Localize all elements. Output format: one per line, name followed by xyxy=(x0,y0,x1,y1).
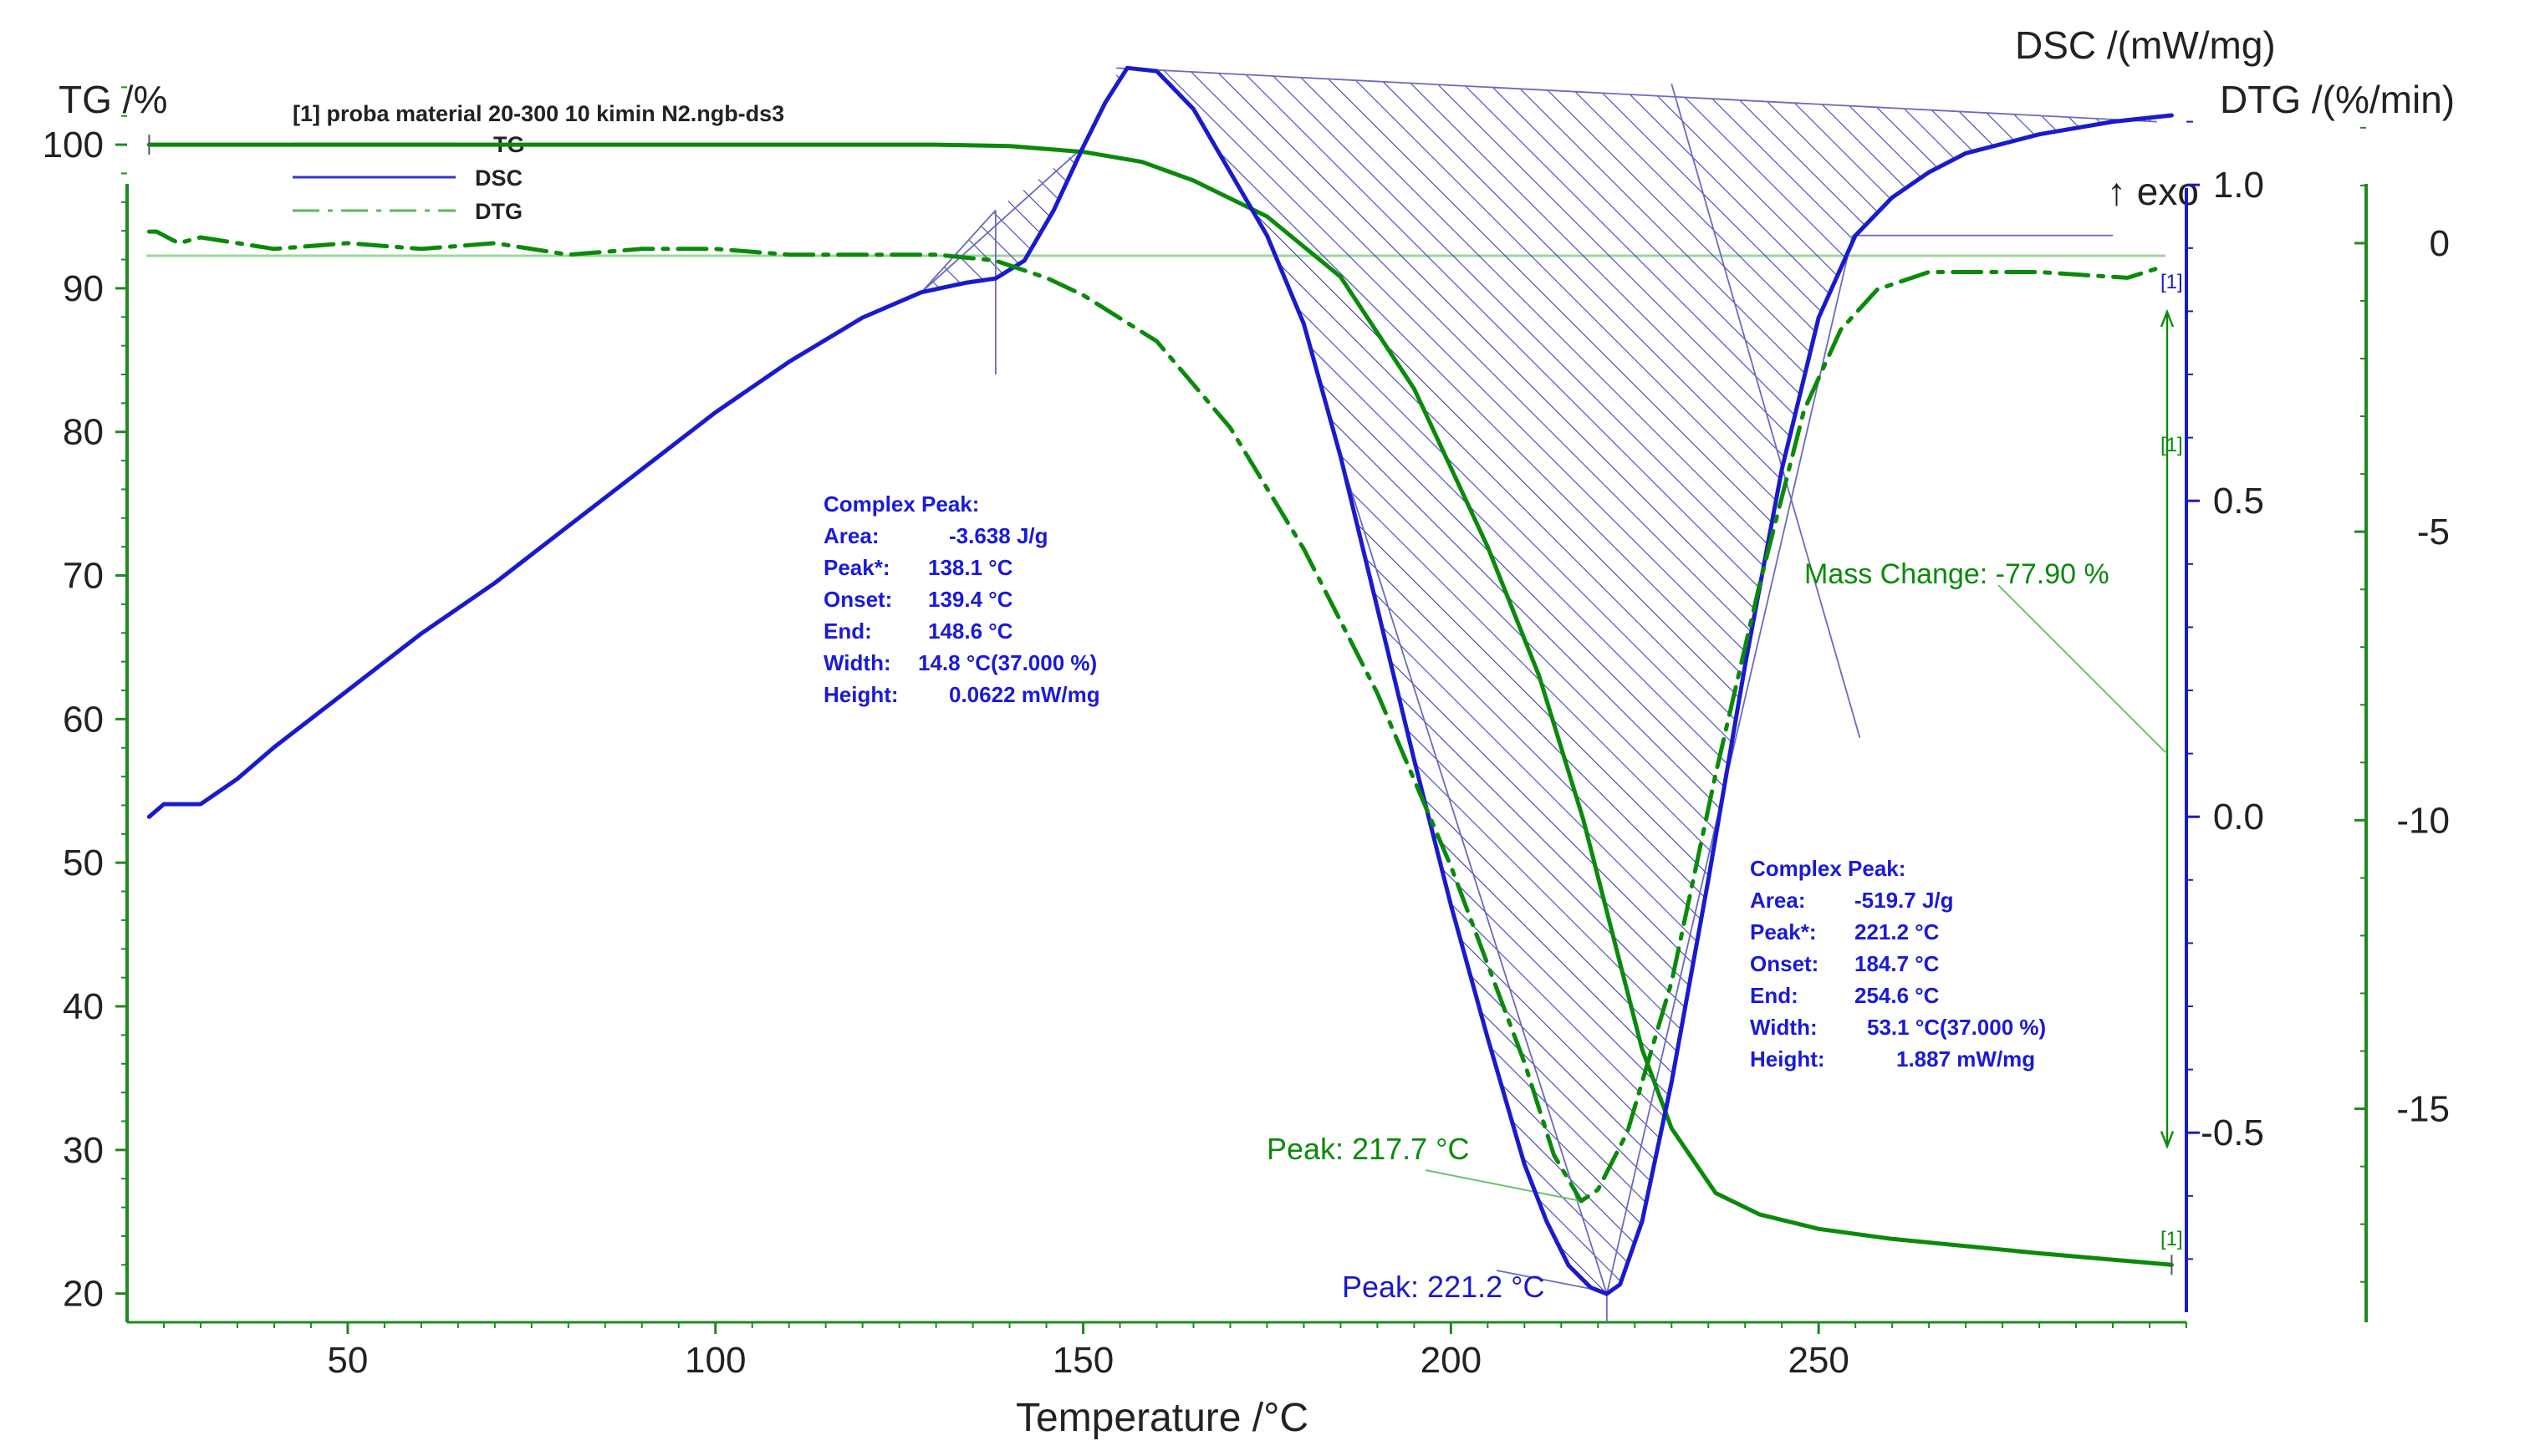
dsc-tick-label: 0.0 xyxy=(2213,797,2264,837)
tg-tick-label: 100 xyxy=(43,125,104,165)
peak2-end-label: End: xyxy=(1750,983,1798,1008)
peak1-peak-label: Peak*: xyxy=(824,555,890,580)
x-axis-title: Temperature /°C xyxy=(1016,1396,1308,1440)
peak1-title: Complex Peak: xyxy=(824,491,979,517)
dtg-peak-leader xyxy=(1425,1169,1582,1202)
peak2-onset-value: 184.7 °C xyxy=(1854,951,1940,976)
dsc-axis-title: DSC /(mW/mg) xyxy=(2015,23,2276,67)
peak1-end-label: End: xyxy=(824,619,872,644)
peak2-area-value: -519.7 J/g xyxy=(1854,888,1954,913)
dsc-peak-hatch xyxy=(1116,68,2157,1294)
mass-change-arrowhead xyxy=(2160,1131,2175,1149)
curve-marker-label: [1] xyxy=(2160,1228,2183,1250)
peak1-baseline xyxy=(921,146,1084,293)
legend: [1] proba material 20-300 10 kimin N2.ng… xyxy=(293,101,784,224)
dtg-axis-title: DTG /(%/min) xyxy=(2220,78,2455,121)
tg-tick-label: 40 xyxy=(63,986,104,1027)
dtg-tick-label: -5 xyxy=(2417,512,2450,552)
legend-dsc-label: DSC xyxy=(475,165,523,191)
tg-axis-title: TG /% xyxy=(59,78,167,121)
peak1-width-value: 14.8 °C(37.000 %) xyxy=(918,650,1097,675)
peak1-onset-value: 139.4 °C xyxy=(928,587,1013,612)
tg-tick-label: 50 xyxy=(63,843,104,883)
exo-indicator: ↑ exo xyxy=(2107,170,2199,213)
dsc-peak-leader xyxy=(1496,1270,1608,1293)
peak2-peak-value: 221.2 °C xyxy=(1854,919,1940,944)
peak1-side xyxy=(921,209,997,293)
peak2-onset-label: Onset: xyxy=(1750,951,1818,976)
peak1-area-label: Area: xyxy=(824,523,879,548)
tg-tick-label: 60 xyxy=(63,699,104,740)
peak2-width-label: Width: xyxy=(1750,1015,1818,1040)
series-tg-line xyxy=(146,142,2174,1267)
mass-change-leader xyxy=(1997,584,2166,753)
dsc-tick-label: 1.0 xyxy=(2213,165,2264,206)
peak2-width-value: 53.1 °C(37.000 %) xyxy=(1867,1015,2046,1040)
axis-ticks: 50 100 150 200 250 20 30 40 50 60 70 80 90 100 1.0 0.5 0… xyxy=(43,86,2450,1381)
x-tick-label: 150 xyxy=(1053,1340,1114,1381)
x-tick-label: 250 xyxy=(1788,1340,1849,1381)
x-tick-label: 200 xyxy=(1421,1340,1482,1381)
dsc-baseline xyxy=(1116,67,2157,123)
onset-tangent xyxy=(1337,450,1608,1295)
peak2-leader xyxy=(1671,83,1861,738)
complex-peak-1-box: Complex Peak: Area: -3.638 J/g Peak*: 13… xyxy=(824,491,1100,707)
tg-tick-label: 70 xyxy=(63,556,104,597)
dtg-tick-label: -10 xyxy=(2396,800,2450,841)
dsc-peak-label: Peak: 221.2 °C xyxy=(1342,1270,1545,1304)
peak1-end-value: 148.6 °C xyxy=(928,619,1013,644)
peak-construction-lines xyxy=(921,67,2175,1322)
curve-marker-label: [1] xyxy=(2160,434,2183,456)
x-tick-label: 100 xyxy=(685,1340,746,1381)
peak1-peak-value: 138.1 °C xyxy=(928,555,1013,580)
peak1-width-label: Width: xyxy=(824,650,891,675)
x-tick-label: 50 xyxy=(327,1340,368,1381)
dsc-tick-label: -0.5 xyxy=(2201,1112,2264,1153)
legend-source-file: [1] proba material 20-300 10 kimin N2.ng… xyxy=(293,101,784,126)
peak1-height-label: Height: xyxy=(824,682,899,707)
peak2-end-value: 254.6 °C xyxy=(1854,983,1940,1008)
series-dtg-line xyxy=(146,229,2167,1204)
tg-tick-label: 20 xyxy=(63,1274,104,1315)
peak2-peak-label: Peak*: xyxy=(1750,919,1817,944)
tg-tick-label: 80 xyxy=(63,412,104,453)
dtg-tick-label: 0 xyxy=(2430,223,2450,264)
dtg-tick-label: -15 xyxy=(2396,1089,2450,1130)
mass-change-arrowhead-top xyxy=(2160,308,2175,328)
dtg-peak-label: Peak: 217.7 °C xyxy=(1267,1132,1470,1166)
peak2-height-label: Height: xyxy=(1750,1046,1825,1072)
curve-marker-label: [1] xyxy=(2160,271,2183,293)
curve-markers: [1] [1] [1] xyxy=(148,135,2183,1275)
peak1-onset-label: Onset: xyxy=(824,587,892,612)
tg-tick-label: 90 xyxy=(63,268,104,309)
series-dsc-line xyxy=(146,65,2174,1296)
mass-change-label: Mass Change: -77.90 % xyxy=(1804,558,2109,590)
data-series xyxy=(146,65,2174,1296)
peak2-area-label: Area: xyxy=(1750,888,1805,913)
peak2-title: Complex Peak: xyxy=(1750,856,1905,881)
peak1-height-value: 0.0622 mW/mg xyxy=(949,682,1100,707)
peak2-height-value: 1.887 mW/mg xyxy=(1896,1046,2035,1072)
tg-tick-label: 30 xyxy=(63,1130,104,1171)
complex-peak-2-box: Complex Peak: Area: -519.7 J/g Peak*: 22… xyxy=(1750,856,2046,1072)
dsc-tick-label: 0.5 xyxy=(2213,481,2264,522)
peak1-area-value: -3.638 J/g xyxy=(949,523,1048,548)
legend-dtg-label: DTG xyxy=(475,199,523,224)
